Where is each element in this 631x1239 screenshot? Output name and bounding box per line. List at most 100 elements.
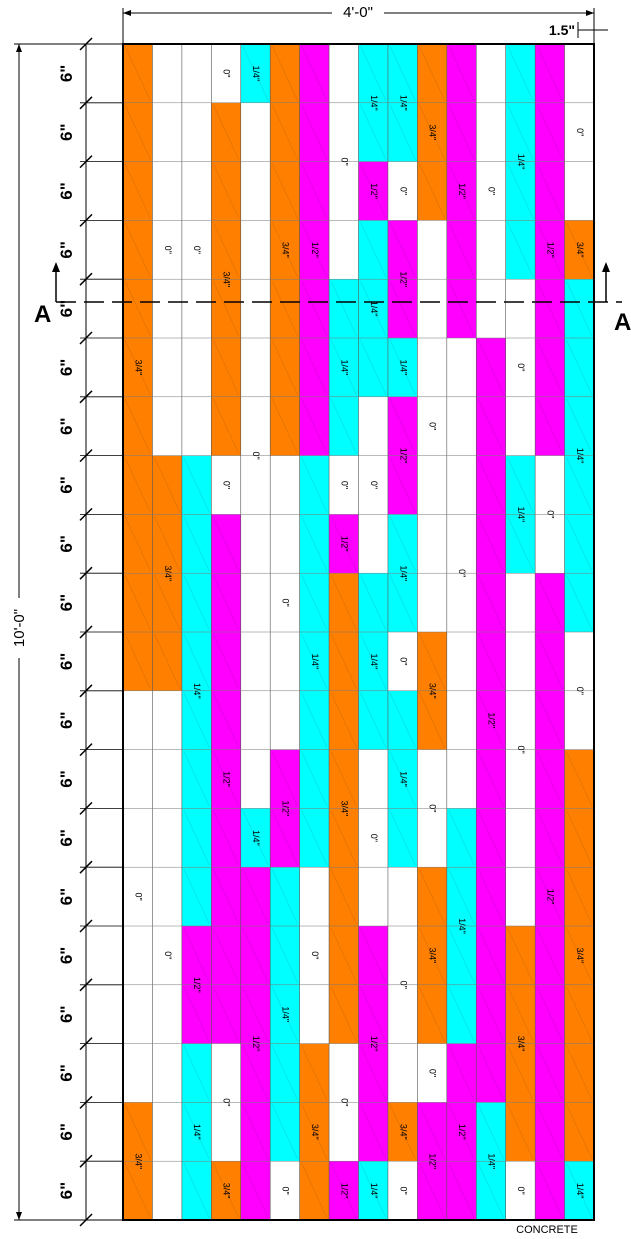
cell-hatch [536,633,563,689]
board-cell [505,44,536,103]
board-cell-label: 0" [222,69,232,77]
cell-hatch [301,575,328,631]
row-dimension-label: 6" [57,417,76,435]
cell-hatch [301,692,328,748]
row-dimension-label: 6" [57,829,76,847]
board-cell [505,514,536,574]
board-cell [387,161,418,221]
board-cell-label: 1/4" [369,1183,379,1199]
board-cell [535,749,565,809]
board-cell [152,44,182,103]
board-cell-label: 0" [516,363,526,371]
board-cell [329,514,359,574]
cell-hatch [448,281,475,337]
board-cell [181,749,212,809]
board-cell [417,1161,447,1220]
board-cell-labels: 3/4" 0" 3/4" 0" 3/4" 0" 0" 1/4" 1/2" 1/4" 0" 3/4" 0"… [133,66,585,1199]
board-cell [152,984,182,1044]
board-cell [181,808,212,868]
cell-hatch [507,516,534,572]
board-cell [329,632,359,691]
board-cell [446,1102,477,1162]
cell-hatch [389,457,416,513]
row-dimension-tick [79,801,93,815]
board-cell [211,455,241,515]
cell-hatch [330,575,357,631]
cell-hatch [271,1104,298,1160]
cell-hatch [389,45,416,101]
board-cell [299,573,330,632]
board-cell-label: 0" [545,510,555,518]
board-cell [505,749,536,809]
cell-hatch [242,927,269,983]
width-dimension: 4'-0" [122,4,595,44]
row-dimension-tick [79,566,93,580]
board-cell [535,1161,565,1220]
board-cell [181,514,212,574]
cell-hatch [301,222,328,278]
cell-hatch [448,927,475,983]
board-cell [123,44,153,103]
board-cell [152,396,182,456]
row-dimension-tick [79,978,93,992]
board-cell [387,749,418,809]
cell-hatch [360,281,387,337]
board-cell [240,749,271,809]
cell-hatch [301,810,328,866]
cell-hatch [242,810,269,866]
cell-hatch [271,222,298,278]
board-cell [387,455,418,515]
board-cell [446,632,477,691]
board-cell [123,632,153,691]
board-cell [240,926,271,985]
board-cell [417,749,447,809]
board-cell [329,44,359,103]
cell-hatch [536,281,563,337]
board-cell [181,1102,212,1162]
board-cell [181,161,212,221]
board-cell [387,690,418,750]
board-cell [417,514,447,574]
board-cell [564,455,594,515]
board-cell-label: 3/4" [163,565,173,581]
cell-hatch [389,281,416,337]
cell-hatch [271,869,298,925]
board-cell [329,161,359,221]
board-cell [152,1043,182,1103]
board-cell [417,984,447,1044]
cell-hatch [271,986,298,1042]
board-cell [299,808,330,868]
board-cell [181,44,212,103]
board-cell [387,926,418,985]
board-cell-label: 1/4" [398,360,408,376]
board-cell [358,984,388,1044]
board-cell-label: 0" [192,246,202,254]
board-cell [564,220,594,280]
board-cell [152,455,182,515]
board-cell [123,1043,153,1103]
board-cell [270,161,300,221]
board-cell [387,808,418,868]
board-cell [181,102,212,162]
board-cell [211,1161,241,1220]
cell-hatch [566,810,593,866]
cell-hatch [477,986,505,1042]
cell-hatch [536,1045,563,1101]
board-cell [211,220,241,280]
cell-hatch [389,104,416,160]
board-cell [476,1161,506,1220]
board-cell [417,455,447,515]
cell-hatch [360,1045,387,1101]
board-cell-label: 1/4" [369,95,379,111]
board-cell [358,44,388,103]
cell-hatch [566,398,593,454]
row-dimension-label: 6" [57,1005,76,1023]
board-cell [123,1102,153,1162]
board-cell [123,1161,153,1220]
board-cell [446,44,477,103]
board-cell [211,926,241,985]
board-cell [152,1161,182,1220]
cell-hatch [360,575,387,631]
board-cell [417,573,447,632]
row-dimension-tick [79,96,93,110]
